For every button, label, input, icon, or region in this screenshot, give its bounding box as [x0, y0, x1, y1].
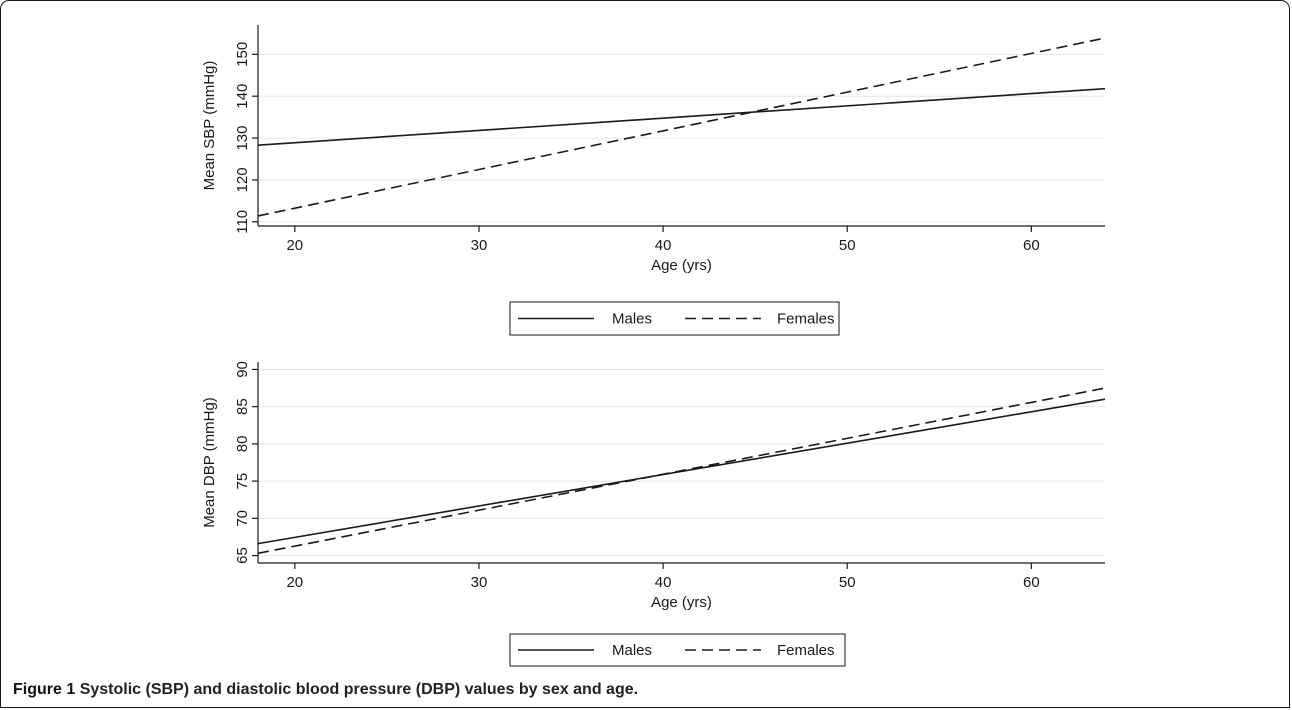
y-axis-title: Mean SBP (mmHg): [201, 61, 218, 191]
caption-label: Figure 1: [13, 681, 76, 698]
y-tick-label: 70: [234, 510, 251, 527]
y-tick-label: 75: [234, 473, 251, 490]
x-axis-title: Age (yrs): [651, 257, 712, 274]
legend-label-females: Females: [777, 311, 835, 328]
y-axis-title: Mean DBP (mmHg): [201, 397, 218, 528]
legend-label-males: Males: [612, 311, 652, 328]
x-tick-label: 50: [839, 237, 856, 254]
y-tick-label: 120: [234, 167, 251, 192]
y-tick-label: 90: [234, 361, 251, 378]
y-tick-label: 150: [234, 42, 251, 67]
x-tick-label: 30: [471, 574, 488, 591]
series-line-males: [257, 87, 1106, 146]
legend-label-males: Males: [612, 642, 652, 659]
series-line-females: [257, 37, 1106, 217]
x-tick-label: 40: [655, 237, 672, 254]
y-tick-label: 85: [234, 398, 251, 415]
legend-label-females: Females: [777, 642, 835, 659]
y-tick-label: 140: [234, 84, 251, 109]
chart-panel-1: 110 120 130 140 150 20 30 40 50 60 Age (yrs) Mean S…: [201, 25, 1106, 336]
x-tick-label: 20: [286, 574, 303, 591]
legend: Males Females: [509, 633, 846, 667]
legend: Males Females: [509, 301, 840, 336]
x-tick-label: 50: [839, 574, 856, 591]
figure-caption: Figure 1 Systolic (SBP) and diastolic bl…: [13, 681, 638, 699]
x-tick-label: 20: [286, 237, 303, 254]
y-tick-label: 65: [234, 547, 251, 564]
x-tick-label: 60: [1023, 237, 1040, 254]
y-tick-label: 110: [234, 210, 251, 234]
series-line-females: [257, 387, 1106, 555]
x-axis-title: Age (yrs): [651, 594, 712, 611]
x-tick-label: 60: [1023, 574, 1040, 591]
chart-panel-2: 65 70 75 80 85 90 20 30 40 50 60 Age (yrs) Mean DBP …: [201, 361, 1106, 667]
caption-text: Systolic (SBP) and diastolic blood press…: [79, 681, 639, 698]
x-tick-label: 40: [655, 574, 672, 591]
y-tick-label: 130: [234, 126, 251, 151]
x-tick-label: 30: [471, 237, 488, 254]
y-tick-label: 80: [234, 436, 251, 453]
